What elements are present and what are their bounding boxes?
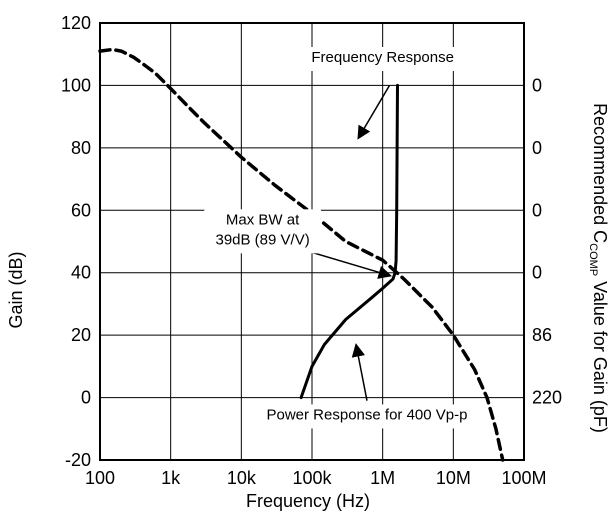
annotation-text: Power Response for 400 Vp-p: [267, 406, 468, 423]
annotation-line: Max BW at: [226, 211, 300, 228]
y-tick-label: 80: [71, 138, 91, 158]
y2-tick-label: 0: [532, 138, 542, 158]
annotation-arrow: [351, 343, 368, 401]
annotation-text: Frequency Response: [311, 49, 454, 66]
y2-tick-label: 0: [532, 75, 542, 95]
y-tick-label: 20: [71, 325, 91, 345]
y2-tick-label: 86: [532, 325, 552, 345]
y-tick-label: 100: [61, 75, 91, 95]
power-response-line: [299, 83, 399, 400]
y2-tick-label: 220: [532, 388, 562, 408]
y2-tick-label: 0: [532, 200, 542, 220]
x-tick-label: 10M: [436, 468, 471, 488]
frequency-response-line: [98, 47, 505, 462]
annotation-arrow: [357, 85, 391, 140]
y2-axis-label: Recommended CCOMP Value for Gain (pF): [587, 103, 610, 433]
x-axis-label: Frequency (Hz): [246, 491, 370, 511]
grid: [99, 22, 525, 461]
annotation-line: Frequency Response: [311, 49, 454, 66]
series-layer: [98, 47, 505, 462]
plot-frame: [99, 22, 525, 461]
x-tick-label: 1M: [370, 468, 395, 488]
annotation-background: [204, 209, 321, 254]
y-tick-label: 40: [71, 263, 91, 283]
y-axis-label: Gain (dB): [6, 251, 26, 328]
y-tick-label: 120: [61, 13, 91, 33]
x-tick-label: 10k: [227, 468, 257, 488]
y2-tick-label: 0: [532, 263, 542, 283]
tick-labels: 100 1k 10k 100k 1M 10M 100M 120 100 80 60 40 20 0 -20 0…: [61, 13, 562, 488]
x-tick-label: 1k: [161, 468, 181, 488]
y-tick-label: -20: [65, 450, 91, 470]
y-tick-label: 60: [71, 200, 91, 220]
y-tick-label: 0: [81, 388, 91, 408]
x-tick-label: 100: [85, 468, 115, 488]
x-tick-label: 100k: [292, 468, 332, 488]
annotation-line: 39dB (89 V/V): [215, 231, 309, 248]
x-tick-label: 100M: [501, 468, 546, 488]
annotation-background: [303, 47, 462, 72]
annotation-line: Power Response for 400 Vp-p: [267, 406, 468, 423]
annotation-background: [251, 404, 483, 429]
annotations: Frequency Response Max BW at 39dB (89 V/V)…: [204, 47, 483, 429]
annotation-text: Max BW at 39dB (89 V/V): [215, 211, 309, 248]
